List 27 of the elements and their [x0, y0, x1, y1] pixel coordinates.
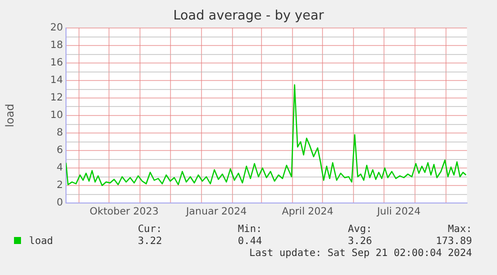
y-tick-label: 12	[50, 92, 63, 104]
y-tick-label: 2	[56, 180, 63, 192]
x-tick-label: Oktober 2023	[90, 206, 159, 218]
y-axis-title: load	[3, 104, 16, 128]
text: 3.22	[138, 236, 162, 247]
text: Max:	[448, 224, 472, 235]
y-tick-label: 0	[56, 198, 63, 209]
chart-title: Load average - by year	[173, 8, 324, 24]
x-tick-label: Januar 2024	[185, 206, 247, 218]
y-tick-label: 14	[50, 75, 63, 86]
text: 3.26	[348, 236, 372, 247]
text: Min:	[238, 224, 262, 235]
legend-label: load	[28, 236, 54, 247]
y-tick-label: 8	[56, 128, 63, 139]
y-tick-label: 10	[50, 110, 63, 122]
text: 0.44	[238, 236, 262, 247]
x-tick-label: Juli 2024	[376, 206, 421, 218]
y-tick-label: 20	[50, 22, 63, 34]
text: Cur:	[138, 224, 162, 235]
y-tick-label: 18	[50, 40, 63, 52]
text: Avg:	[348, 224, 372, 235]
x-tick-label: April 2024	[282, 206, 334, 218]
y-tick-label: 6	[56, 145, 63, 156]
text: 173.89	[436, 236, 472, 247]
y-tick-label: 16	[50, 58, 63, 69]
y-tick-label: 4	[56, 162, 63, 174]
text: Last update: Sat Sep 21 02:00:04 2024	[249, 248, 472, 259]
